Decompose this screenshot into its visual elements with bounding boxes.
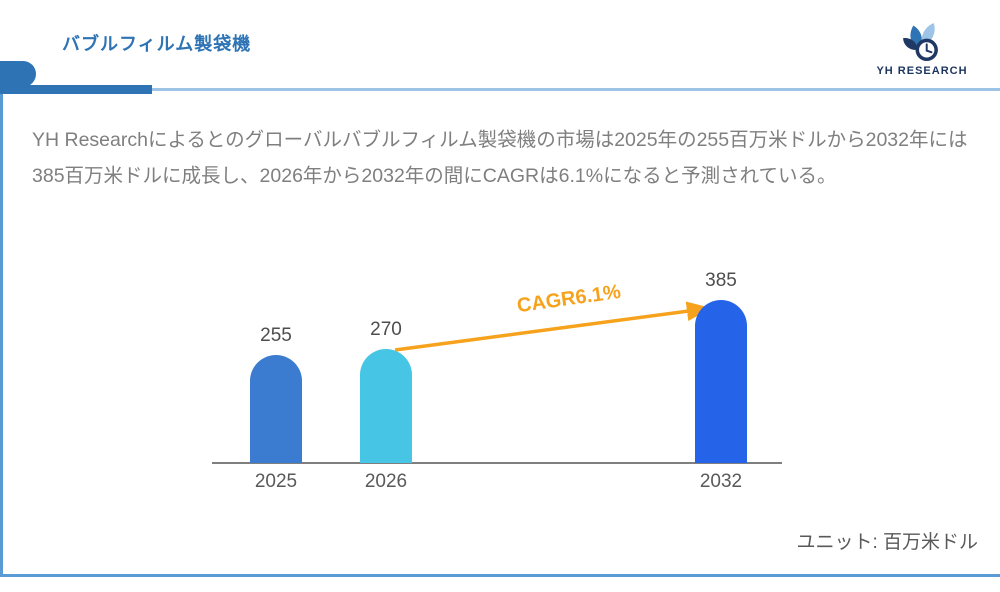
- bar-2026: [360, 349, 412, 463]
- company-logo: YH RESEARCH: [872, 20, 972, 77]
- bar-value-label: 255: [260, 325, 292, 346]
- market-summary-text: YH Researchによるとのグローバルバブルフィルム製袋機の市場は2025年…: [32, 129, 968, 187]
- x-axis-tick-label: 2026: [364, 471, 408, 492]
- title-corner-tab: [0, 61, 36, 87]
- left-border-line: [0, 62, 3, 576]
- bar-2032: [695, 300, 747, 463]
- bottom-border-line: [0, 574, 1000, 577]
- x-axis-tick-label: 2032: [699, 471, 743, 492]
- x-axis-line: [212, 462, 782, 464]
- bar-value-label: 385: [705, 270, 737, 291]
- title-underline-thin: [152, 88, 1000, 91]
- unit-note: ユニット: 百万米ドル: [796, 532, 978, 553]
- bar-value-label: 270: [370, 319, 402, 340]
- yh-research-logo-icon: [872, 20, 972, 64]
- page-title: バブルフィルム製袋機: [62, 34, 252, 54]
- cagr-trend-arrow: [394, 301, 712, 352]
- x-axis-tick-label: 2025: [254, 471, 298, 492]
- logo-text: YH RESEARCH: [876, 65, 968, 77]
- bar-chart: CAGR6.1% 255 2025 270 2026 385 2032: [212, 255, 782, 505]
- title-underline-thick: [0, 85, 152, 94]
- bar-2025: [250, 355, 302, 463]
